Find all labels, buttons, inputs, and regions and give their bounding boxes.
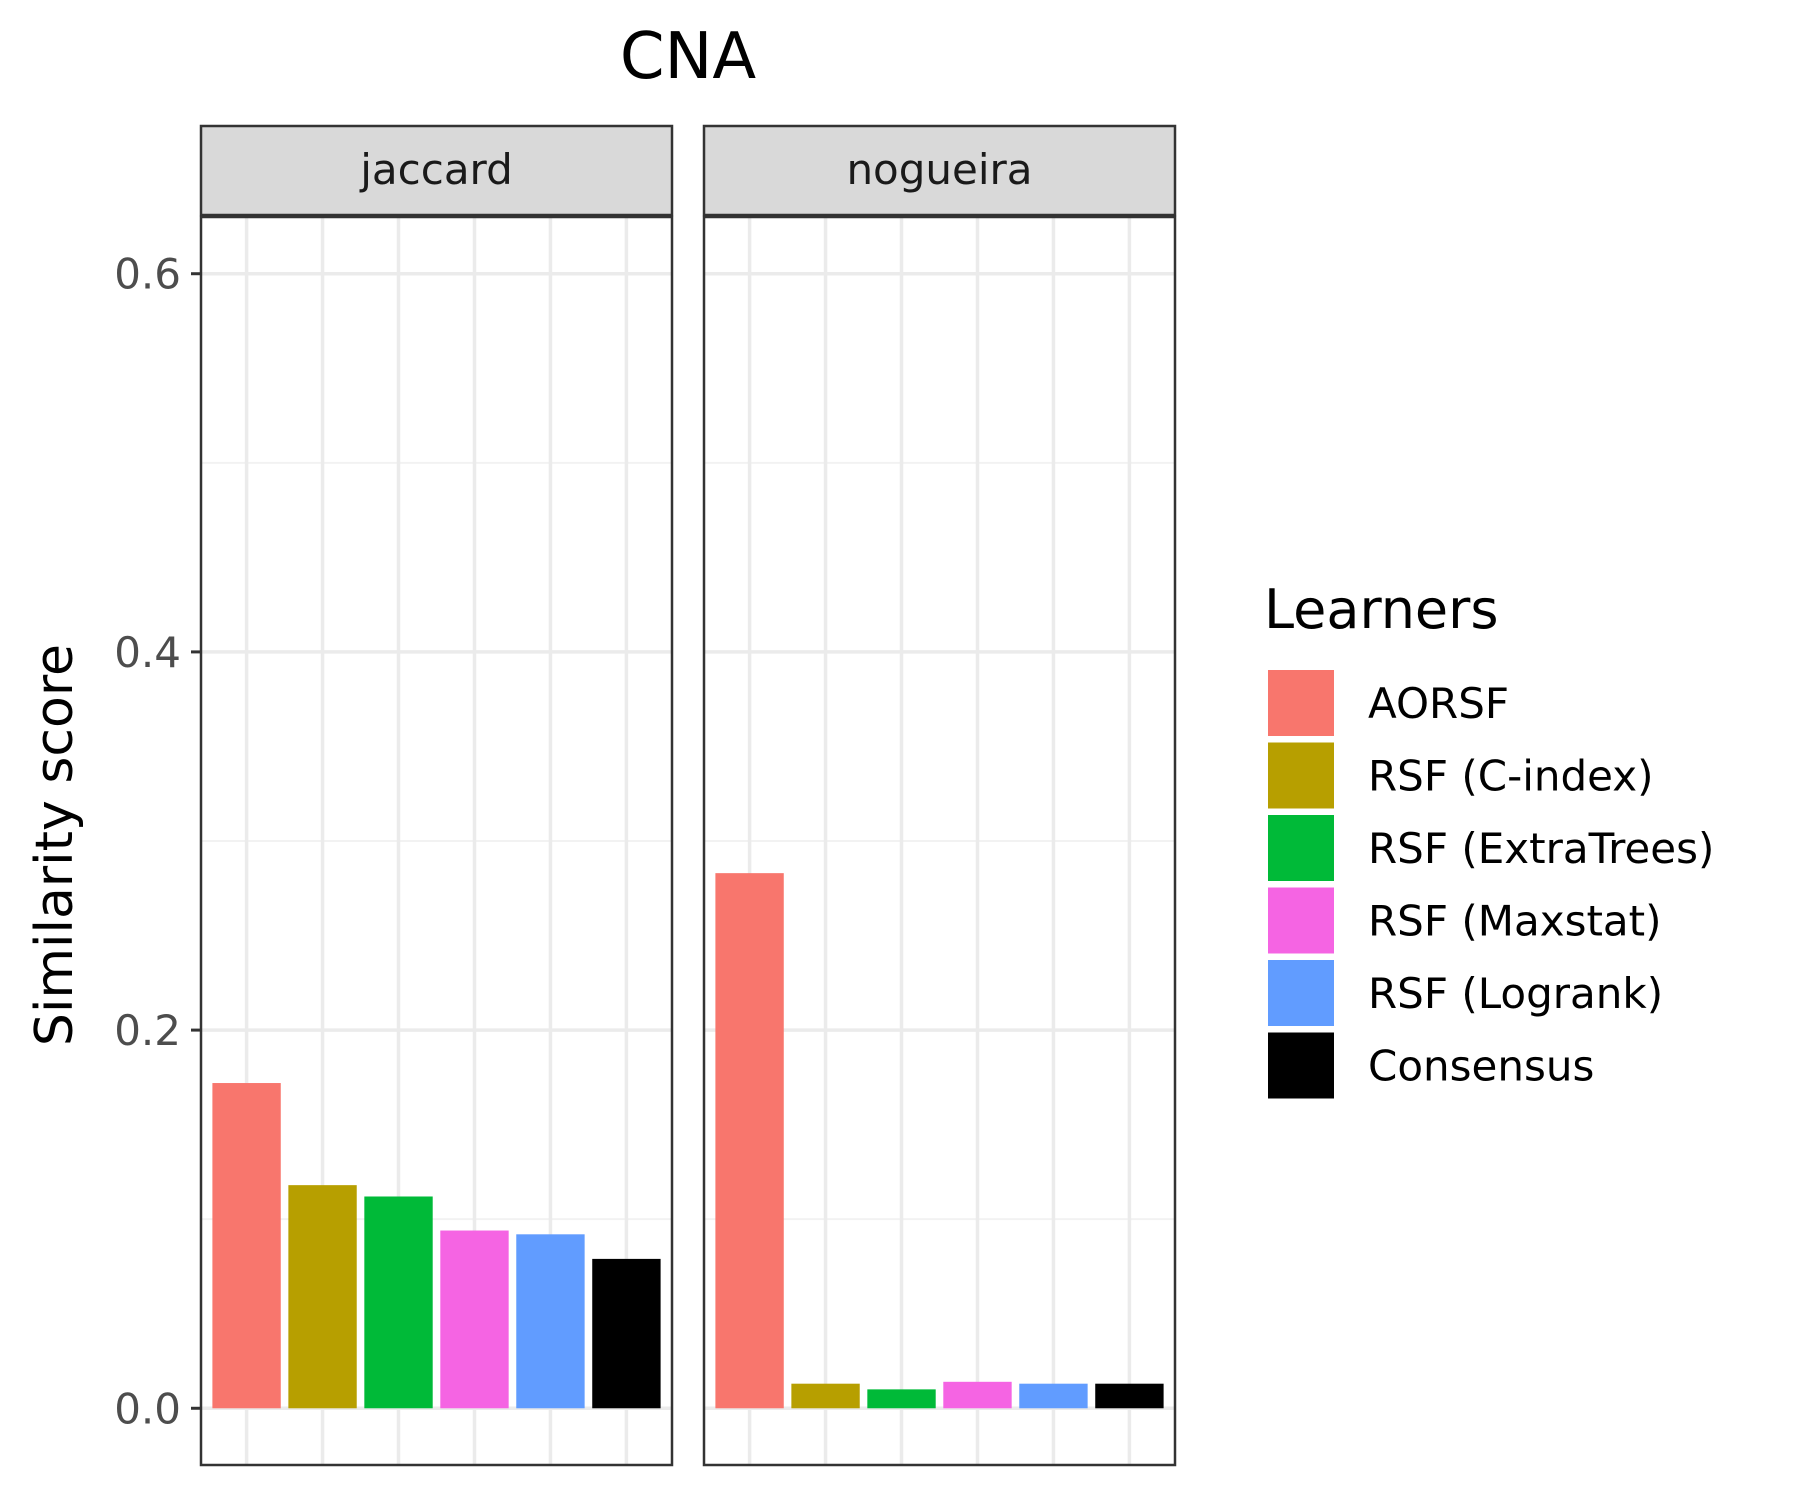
panel-jaccard: jaccard xyxy=(199,124,674,1467)
bar-jaccard-2 xyxy=(364,1196,433,1409)
legend-label: RSF (Logrank) xyxy=(1368,969,1663,1018)
panel-nogueira: nogueira xyxy=(702,124,1177,1467)
legend: Learners AORSF RSF (C-index) RSF (ExtraTre… xyxy=(1264,578,1714,1099)
bar-nogueira-2 xyxy=(867,1389,936,1409)
bar-nogueira-1 xyxy=(791,1383,860,1409)
y-tick-label: 0.4 xyxy=(114,628,181,677)
bar-jaccard-5 xyxy=(592,1258,661,1409)
y-tick-label: 0.0 xyxy=(114,1384,181,1433)
legend-label: AORSF xyxy=(1368,679,1509,728)
bar-jaccard-1 xyxy=(288,1185,357,1409)
legend-key-0 xyxy=(1268,670,1334,736)
legend-label: RSF (ExtraTrees) xyxy=(1368,824,1714,873)
legend-key-2 xyxy=(1268,815,1334,881)
facet-strip xyxy=(702,124,1177,217)
panel-border xyxy=(702,215,1177,1467)
chart-title: CNA xyxy=(620,20,757,94)
y-tick-label: 0.6 xyxy=(114,250,181,299)
bar-jaccard-3 xyxy=(440,1230,509,1409)
y-axis: 0.0 0.2 0.4 0.6 xyxy=(114,250,201,1433)
bar-nogueira-4 xyxy=(1019,1383,1088,1409)
legend-label: RSF (Maxstat) xyxy=(1368,897,1662,946)
y-axis-label: Similarity score xyxy=(25,644,85,1046)
facet-strip xyxy=(199,124,674,217)
bar-nogueira-0 xyxy=(715,873,784,1409)
legend-title: Learners xyxy=(1264,578,1498,641)
facet-strip-label: nogueira xyxy=(846,145,1032,194)
legend-key-3 xyxy=(1268,887,1334,954)
panels-layer: jaccard nogueira xyxy=(199,124,1177,1467)
legend-label: RSF (C-index) xyxy=(1368,752,1654,801)
legend-key-4 xyxy=(1268,960,1334,1026)
facet-strip-label: jaccard xyxy=(359,145,513,194)
y-tick-label: 0.2 xyxy=(114,1006,181,1055)
legend-key-1 xyxy=(1268,742,1334,809)
panel-border xyxy=(199,215,674,1467)
bar-nogueira-3 xyxy=(943,1381,1012,1409)
legend-key-5 xyxy=(1268,1032,1334,1099)
legend-label: Consensus xyxy=(1368,1042,1594,1091)
bar-jaccard-4 xyxy=(516,1234,585,1409)
bar-jaccard-0 xyxy=(212,1083,281,1409)
bar-nogueira-5 xyxy=(1095,1383,1164,1409)
